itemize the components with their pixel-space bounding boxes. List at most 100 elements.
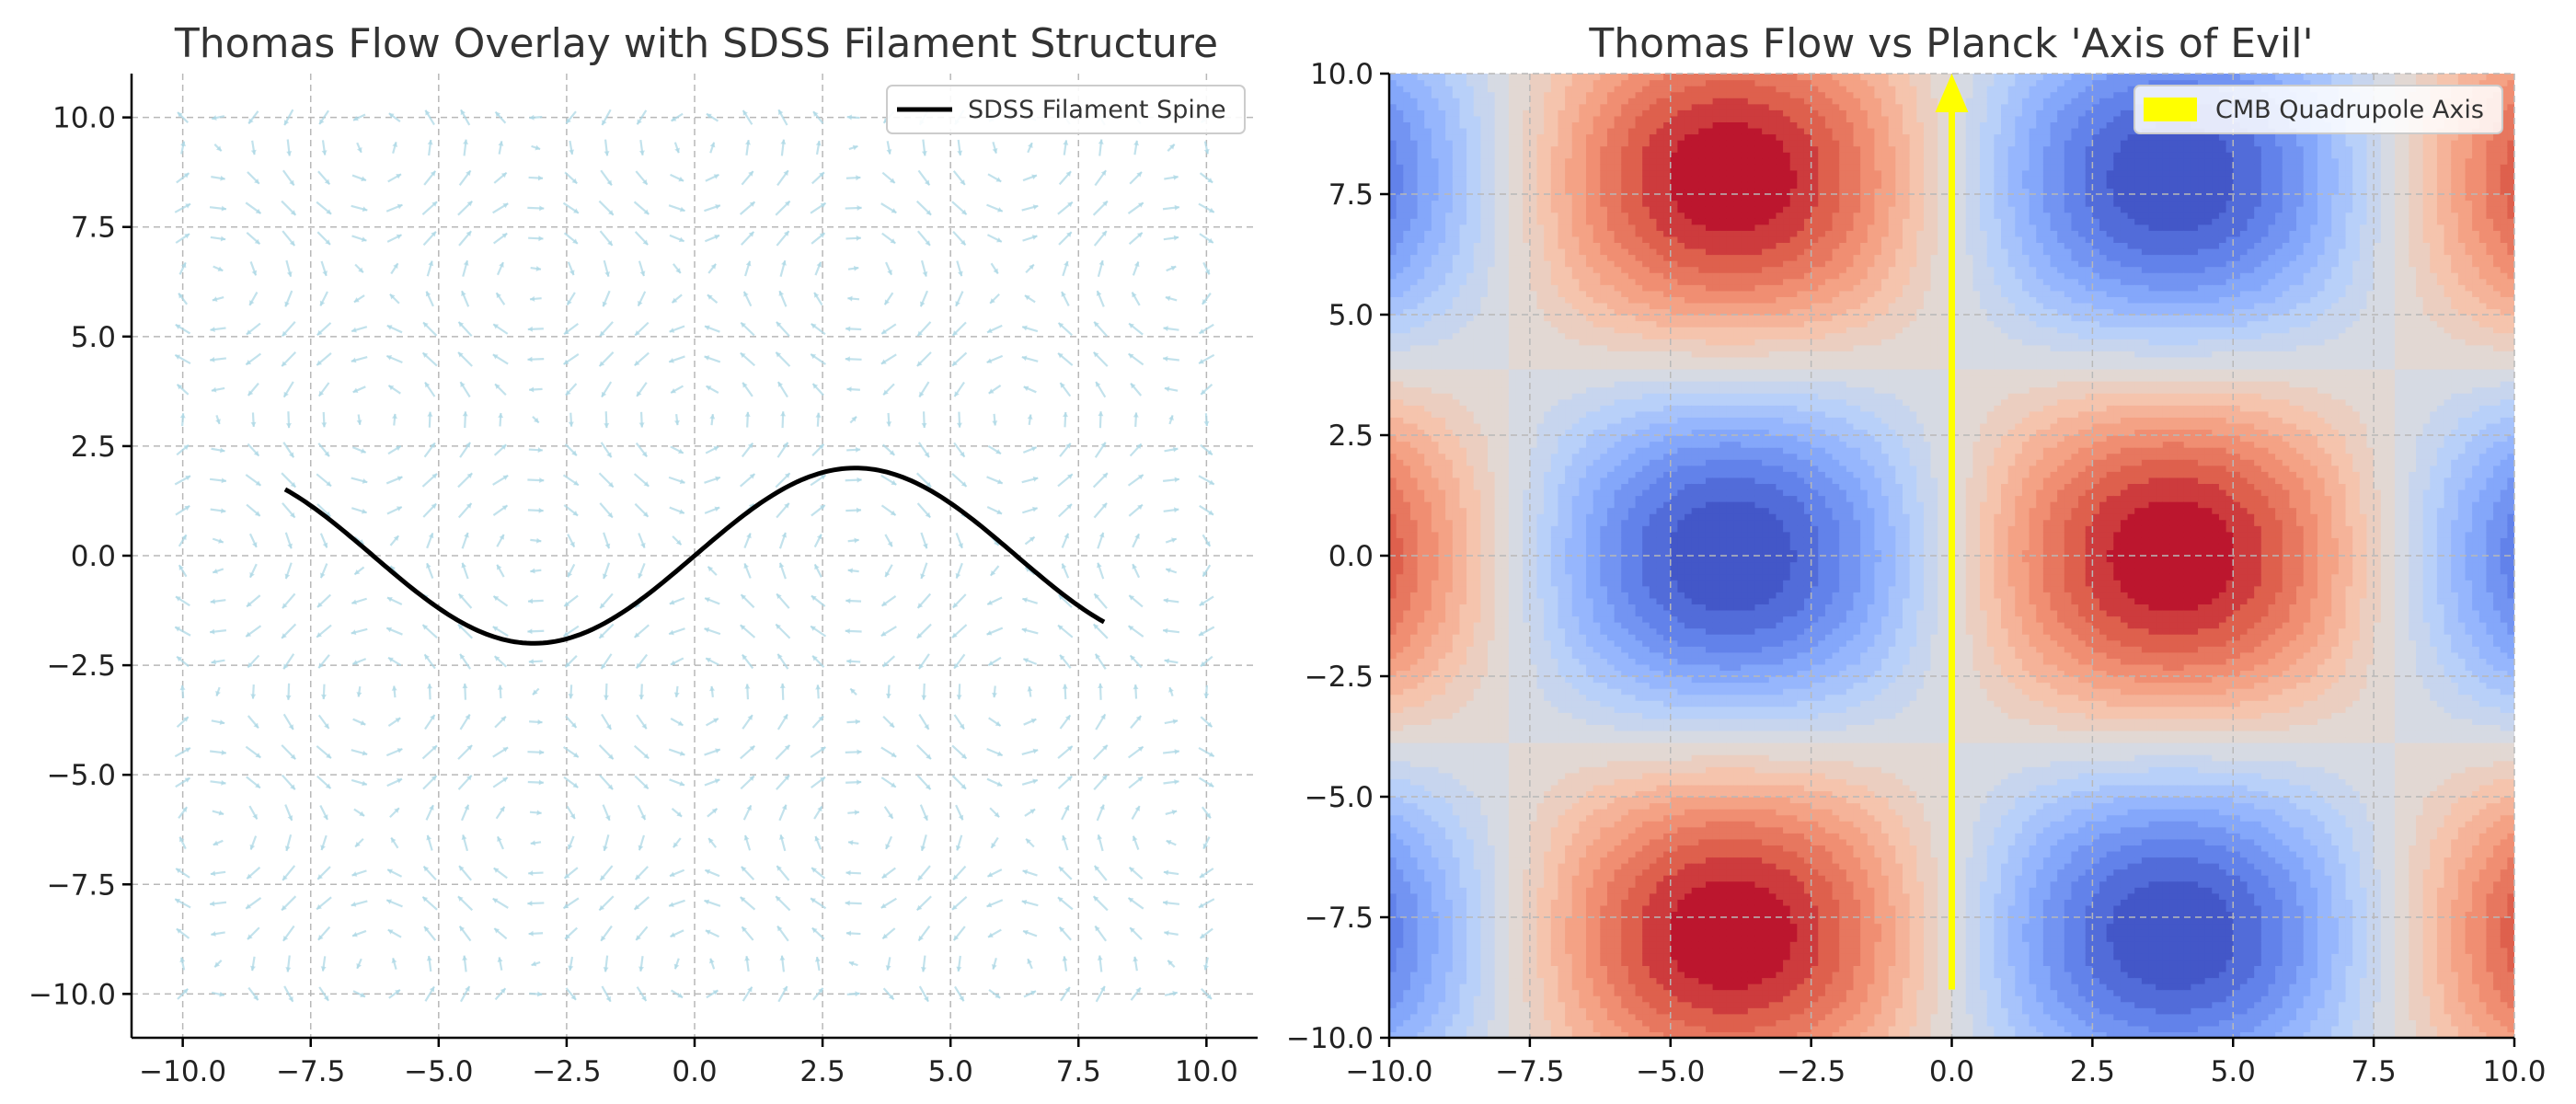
vector-arrowhead	[818, 716, 824, 722]
vector-arrowhead	[814, 564, 820, 570]
contour-cell	[1424, 935, 1432, 942]
contour-cell	[1389, 592, 1397, 599]
contour-cell	[1501, 730, 1510, 738]
contour-cell	[1452, 362, 1461, 370]
contour-cell	[1409, 1007, 1419, 1015]
vector-arrowhead	[496, 293, 501, 299]
vector-arrowhead	[996, 781, 1003, 787]
contour-cell	[1389, 778, 1397, 786]
vector-arrowhead	[1202, 570, 1208, 577]
contour-cell	[1459, 604, 1467, 611]
contour-cell	[1445, 368, 1454, 376]
contour-cell	[1431, 622, 1440, 629]
contour-cell	[1396, 809, 1404, 816]
contour-cell	[1403, 622, 1411, 629]
contour-cell	[1389, 368, 1397, 376]
contour-cell	[1508, 157, 1517, 165]
contour-cell	[1452, 833, 1461, 840]
contour-cell	[1488, 850, 1496, 858]
contour-cell	[1403, 1019, 1411, 1027]
contour-cell	[1431, 109, 1440, 117]
contour-cell	[1473, 953, 1481, 960]
contour-cell	[1480, 941, 1489, 949]
vector-arrowhead	[604, 151, 610, 156]
contour-cell	[1389, 188, 1397, 195]
contour-cell	[1488, 604, 1496, 611]
vector-arrowhead	[1206, 994, 1212, 999]
vector-arrowhead	[1094, 865, 1100, 871]
contour-cell	[1466, 826, 1475, 834]
contour-cell	[1438, 850, 1446, 858]
contour-cell	[1424, 688, 1432, 696]
contour-cell	[1445, 374, 1454, 382]
contour-cell	[1452, 109, 1461, 117]
contour-cell	[1515, 585, 1524, 592]
contour-cell	[1409, 766, 1419, 774]
vector-arrowhead	[887, 541, 892, 547]
contour-cell	[1515, 941, 1524, 949]
vector-arrowhead	[599, 633, 605, 638]
contour-cell	[1417, 911, 1425, 918]
contour-cell	[1445, 1031, 1454, 1038]
contour-cell	[1431, 537, 1440, 545]
contour-cell	[1501, 224, 1510, 231]
contour-cell	[1494, 651, 1502, 659]
contour-cell	[1466, 236, 1475, 243]
vector-arrowhead	[502, 747, 509, 753]
contour-cell	[1409, 989, 1419, 996]
contour-cell	[1445, 959, 1454, 966]
contour-cell	[1523, 556, 1531, 563]
contour-cell	[1480, 700, 1489, 707]
contour-cell	[1466, 892, 1475, 900]
contour-cell	[1445, 477, 1454, 484]
vector-arrowhead	[890, 510, 896, 516]
contour-cell	[1508, 459, 1517, 466]
contour-cell	[1473, 609, 1481, 617]
contour-cell	[1494, 1013, 1502, 1020]
contour-cell	[1523, 1025, 1531, 1033]
contour-cell	[1488, 115, 1496, 122]
contour-cell	[1459, 242, 1467, 249]
contour-cell	[1403, 200, 1411, 207]
contour-cell	[1508, 615, 1517, 623]
contour-cell	[1466, 929, 1475, 937]
contour-cell	[1466, 651, 1475, 659]
contour-cell	[1515, 477, 1524, 484]
contour-cell	[1438, 176, 1446, 183]
contour-cell	[1409, 911, 1419, 918]
contour-cell	[1445, 417, 1454, 424]
contour-cell	[1417, 374, 1425, 382]
contour-cell	[1501, 417, 1510, 424]
contour-cell	[1501, 356, 1510, 363]
contour-cell	[1452, 923, 1461, 930]
vector-arrowhead	[1022, 597, 1029, 604]
contour-cell	[1445, 121, 1454, 129]
contour-cell	[1431, 447, 1440, 454]
contour-cell	[1488, 845, 1496, 852]
contour-cell	[1403, 609, 1411, 617]
contour-cell	[1523, 537, 1531, 545]
contour-cell	[1473, 74, 1481, 81]
contour-cell	[1480, 959, 1489, 966]
contour-cell	[1494, 368, 1502, 376]
contour-cell	[1473, 489, 1481, 497]
contour-cell	[1424, 989, 1432, 996]
contour-cell	[1438, 381, 1446, 388]
vector-arrowhead	[500, 172, 507, 178]
contour-cell	[1424, 218, 1432, 225]
vector-arrowhead	[1133, 684, 1139, 690]
vector-arrowhead	[781, 532, 788, 538]
contour-cell	[1424, 917, 1432, 925]
contour-cell	[1417, 308, 1425, 316]
contour-cell	[1424, 145, 1432, 153]
vector-arrowhead	[178, 565, 184, 570]
contour-cell	[1459, 374, 1467, 382]
contour-cell	[1488, 393, 1496, 400]
contour-cell	[1501, 176, 1510, 183]
contour-cell	[1466, 875, 1475, 882]
vector-arrowhead	[430, 714, 435, 720]
contour-cell	[1494, 549, 1502, 557]
vector-arrowhead	[784, 473, 790, 478]
contour-cell	[1480, 953, 1489, 960]
contour-cell	[1515, 670, 1524, 677]
